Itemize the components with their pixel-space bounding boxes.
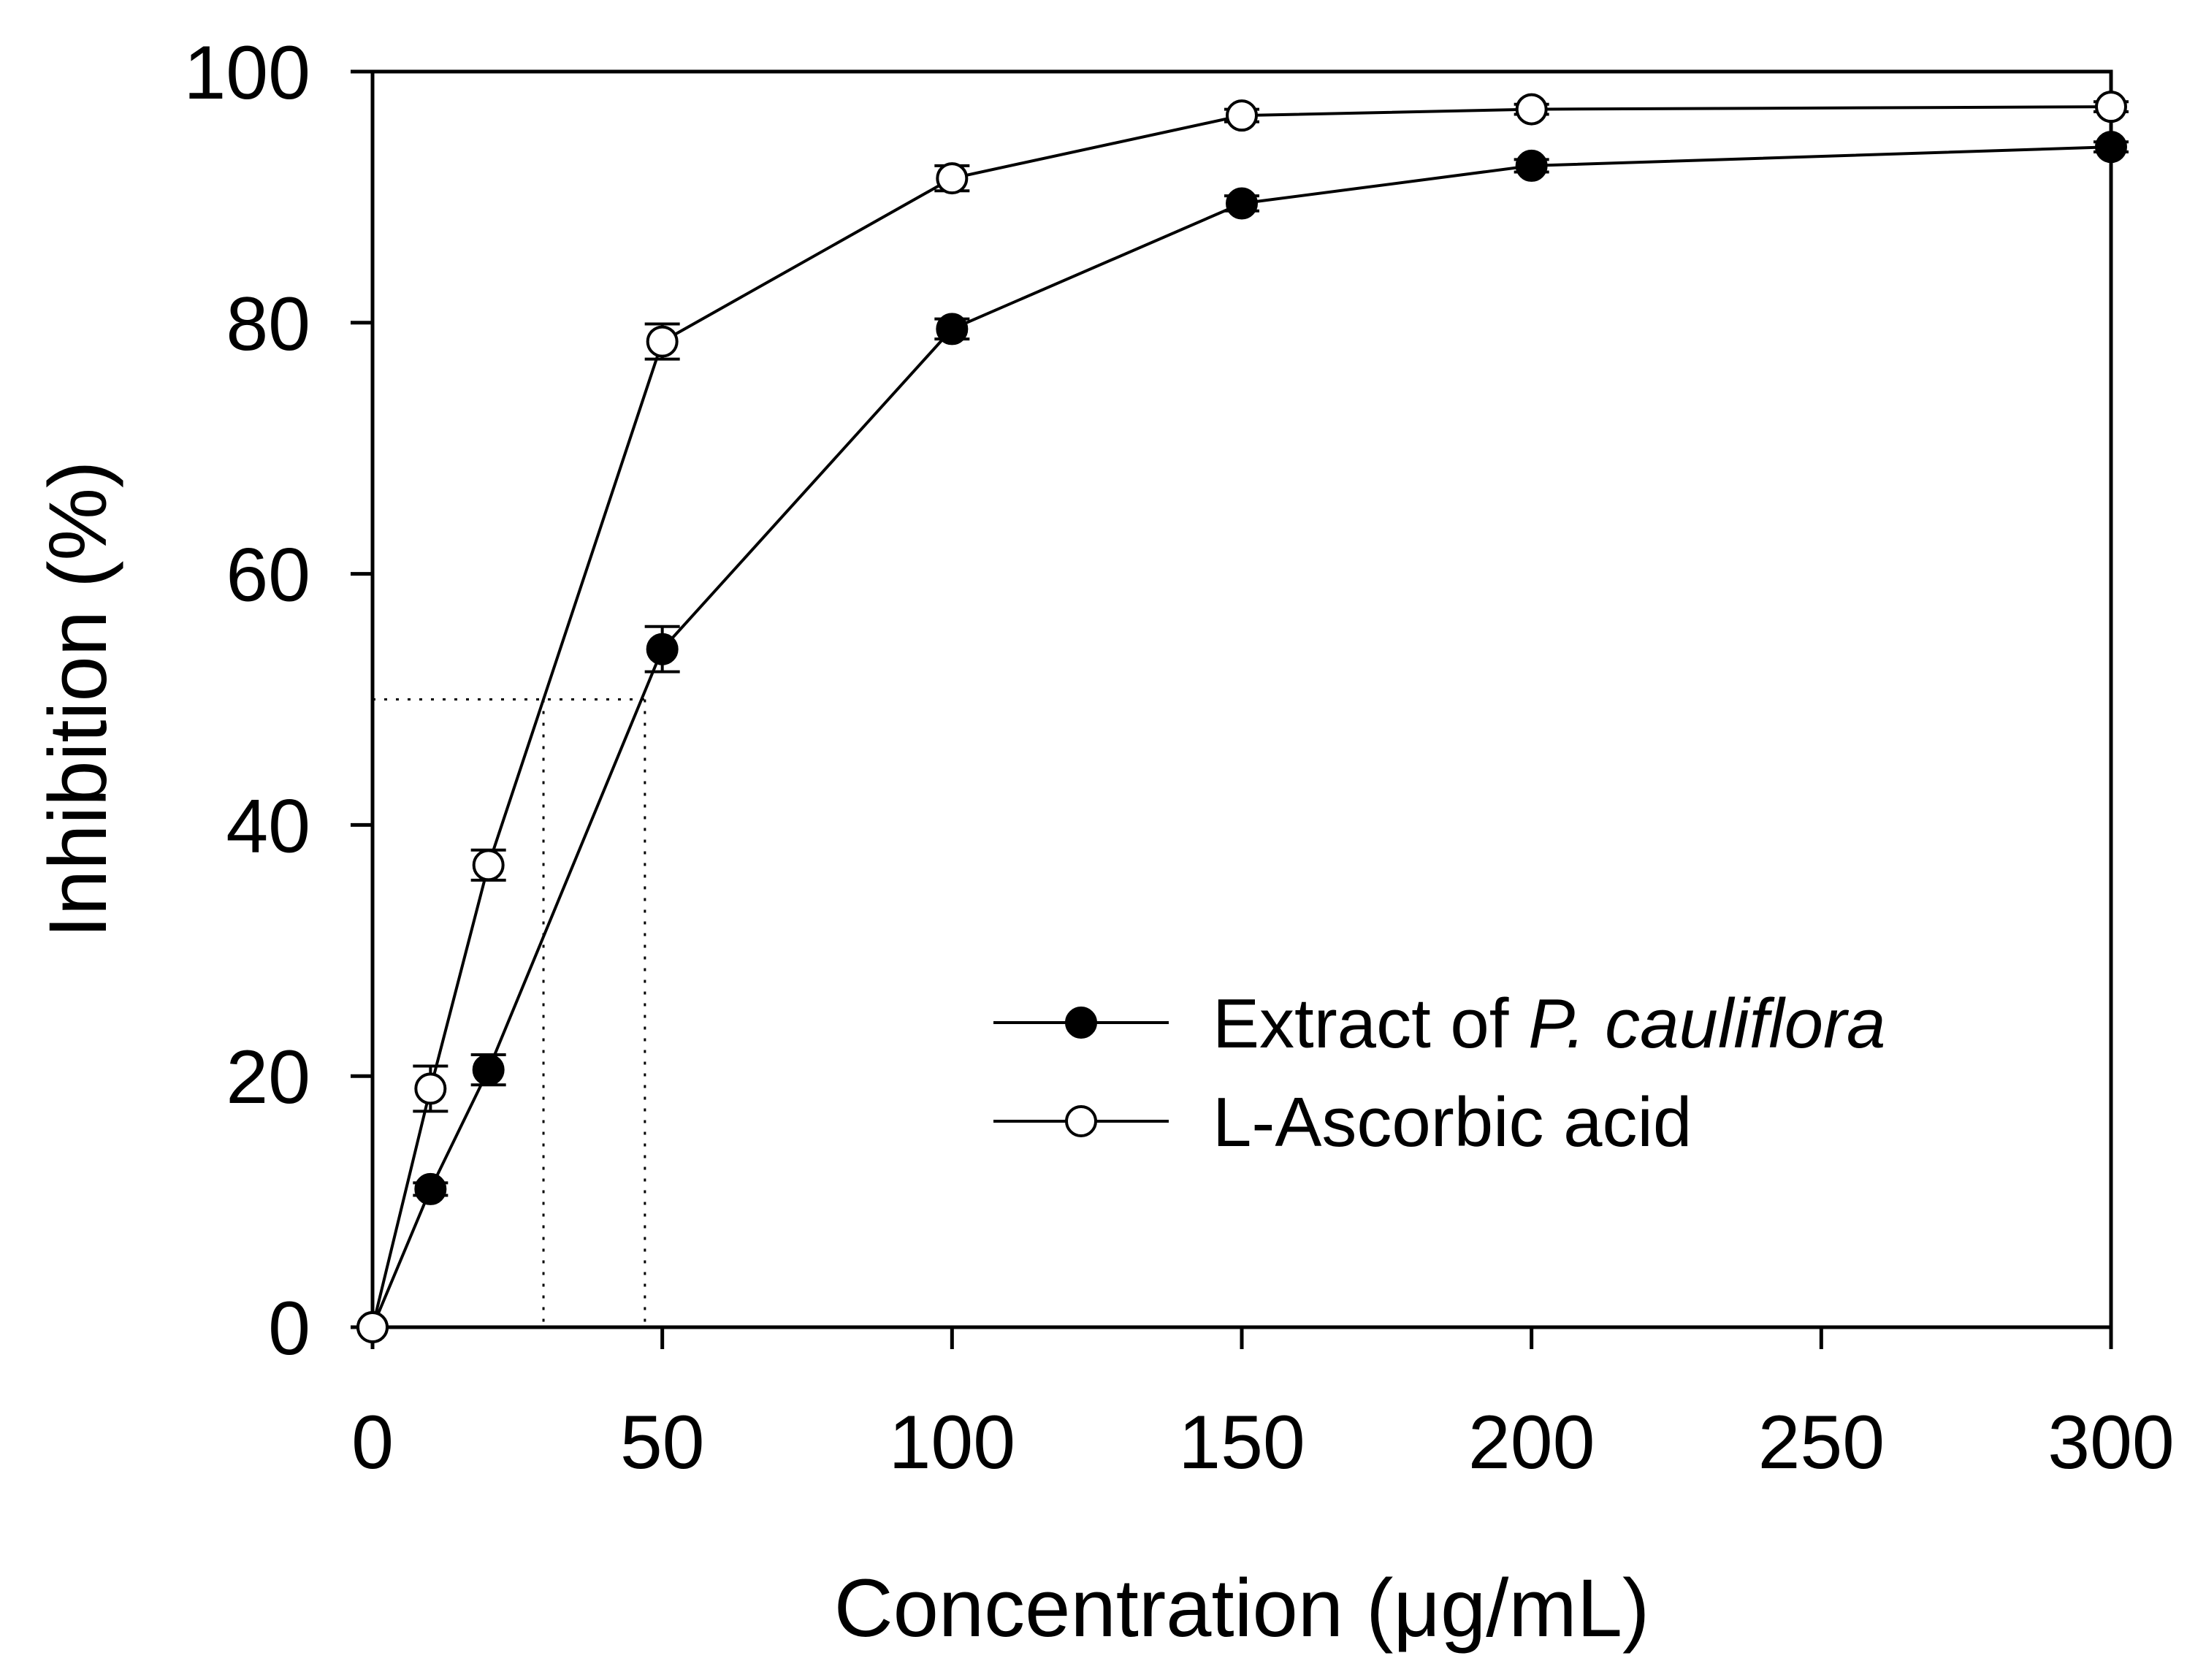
legend-label-text: Extract of <box>1213 985 1528 1063</box>
legend-marker-0 <box>1065 1007 1097 1039</box>
legend-label-italic: P. cauliflora <box>1528 985 1885 1063</box>
x-tick-label: 150 <box>1178 1400 1305 1485</box>
data-point <box>1515 149 1548 182</box>
y-tick-label: 80 <box>226 282 310 367</box>
data-point <box>1226 187 1258 220</box>
data-point <box>472 1053 505 1086</box>
data-point <box>936 162 969 195</box>
axis-ticks: 0 50 100 150 200 250 300 0 20 40 60 80 100 <box>183 31 2174 1485</box>
markers-layer <box>356 91 2127 1343</box>
data-point <box>1226 99 1258 132</box>
legend: Extract of P. cauliflora L-Ascorbic acid <box>993 985 1885 1161</box>
x-axis-title: Concentration (μg/mL) <box>834 1562 1650 1654</box>
data-point <box>472 849 505 882</box>
data-point <box>646 633 679 665</box>
data-point <box>2095 131 2127 164</box>
ic50-guides <box>373 698 646 1327</box>
x-tick-label: 250 <box>1758 1400 1885 1485</box>
legend-label-1: L-Ascorbic acid <box>1213 1083 1692 1161</box>
data-point <box>2095 91 2127 123</box>
series-line-0 <box>371 145 2112 1328</box>
x-tick-label: 0 <box>351 1400 394 1485</box>
data-point <box>646 325 679 358</box>
x-tick-label: 300 <box>2047 1400 2175 1485</box>
series-line-1 <box>371 105 2112 1328</box>
y-tick-label: 0 <box>268 1286 310 1371</box>
y-tick-label: 60 <box>226 533 310 618</box>
data-point <box>356 1311 389 1343</box>
x-tick-label: 100 <box>889 1400 1016 1485</box>
x-tick-label: 200 <box>1468 1400 1595 1485</box>
data-point <box>414 1072 447 1105</box>
x-tick-label: 50 <box>620 1400 705 1485</box>
legend-label-0: Extract of P. cauliflora <box>1213 985 1885 1063</box>
legend-label-text: L-Ascorbic acid <box>1213 1083 1692 1161</box>
y-tick-label: 40 <box>226 784 310 868</box>
legend-marker-1 <box>1065 1105 1097 1137</box>
y-axis-title: Inhibition (%) <box>32 461 123 939</box>
data-point <box>1515 93 1548 126</box>
data-point <box>414 1172 447 1205</box>
data-point <box>936 313 969 345</box>
y-tick-label: 100 <box>183 31 310 115</box>
y-tick-label: 20 <box>226 1035 310 1120</box>
